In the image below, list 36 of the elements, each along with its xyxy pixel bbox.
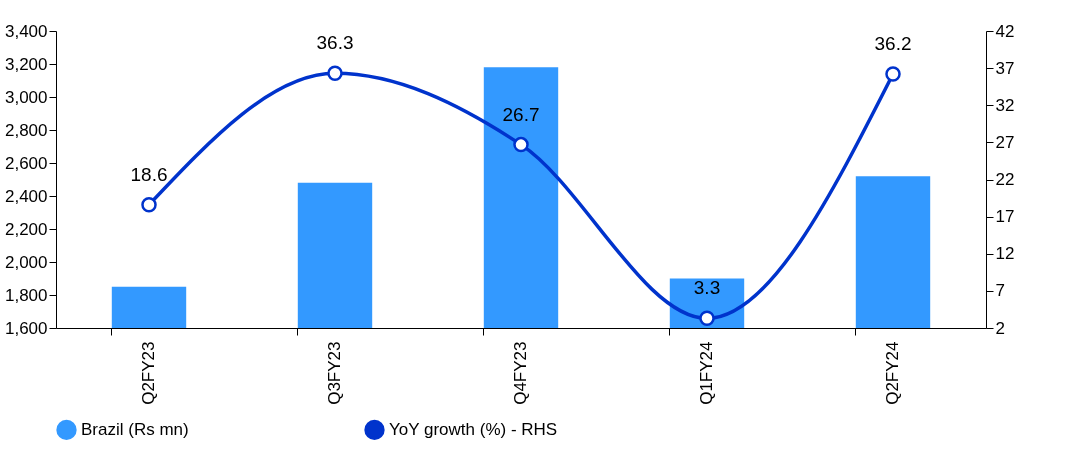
y-tick-label: 2,000 bbox=[4, 252, 48, 272]
y2-tick-label: 22 bbox=[995, 170, 1015, 189]
y2-tick-label: 37 bbox=[995, 58, 1015, 78]
legend-label: YoY growth (%) - RHS bbox=[389, 419, 558, 439]
y2-tick-label: 27 bbox=[995, 132, 1015, 152]
point bbox=[699, 310, 715, 327]
data-label: 36.2 bbox=[874, 33, 912, 55]
y-tick-label: 3,400 bbox=[4, 21, 48, 41]
x-tick-label: Q4FY23 bbox=[511, 341, 530, 405]
y2-tick-label: 17 bbox=[995, 207, 1015, 227]
point bbox=[885, 66, 901, 82]
y-tick-label: 3,000 bbox=[4, 87, 48, 107]
y-tick-label: 2,800 bbox=[4, 120, 48, 140]
data-label: 36.3 bbox=[316, 32, 354, 54]
y-tick-label: 2,200 bbox=[4, 219, 48, 239]
data-label: 3.3 bbox=[693, 277, 721, 299]
point bbox=[141, 196, 157, 213]
y-tick-label: 1,800 bbox=[4, 285, 48, 305]
y-tick-label: 1,600 bbox=[4, 318, 48, 338]
y2-tick-label: 42 bbox=[995, 21, 1015, 41]
y2-tick-label: 2 bbox=[995, 318, 1005, 338]
y2-tick-label: 12 bbox=[995, 244, 1015, 264]
point bbox=[513, 136, 529, 153]
point bbox=[327, 65, 343, 82]
data-label: 18.6 bbox=[130, 163, 168, 185]
x-tick-label: Q1FY24 bbox=[697, 341, 716, 405]
x-tick-label: Q2FY23 bbox=[139, 341, 158, 405]
x-tick-label: Q2FY24 bbox=[883, 341, 902, 405]
y2-tick-label: 7 bbox=[995, 281, 1005, 301]
y-tick-label: 2,400 bbox=[4, 186, 48, 206]
y2-tick-label: 32 bbox=[995, 95, 1015, 115]
x-tick-label: Q3FY23 bbox=[325, 341, 344, 405]
y-tick-label: 2,600 bbox=[4, 153, 48, 173]
y-tick-label: 3,200 bbox=[4, 54, 48, 74]
data-label: 26.7 bbox=[502, 103, 540, 125]
legend-label: Brazil (Rs mn) bbox=[81, 419, 189, 439]
